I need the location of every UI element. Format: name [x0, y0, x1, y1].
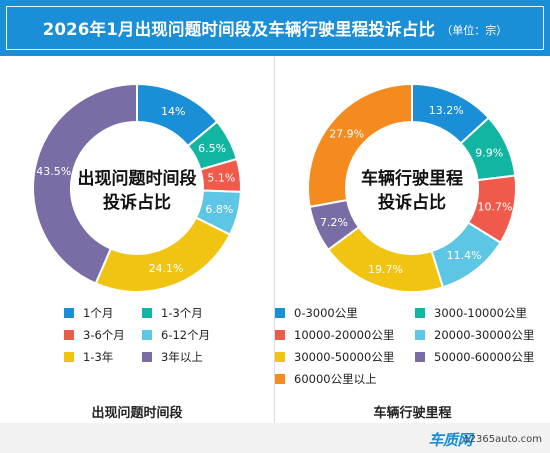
mileage-legend-swatch-6 — [275, 374, 285, 384]
mileage-legend-label-1: 3000-10000公里 — [434, 306, 527, 320]
chart-title: 2026年1月出现问题时间段及车辆行驶里程投诉占比 — [42, 20, 436, 39]
unit-label: （单位：宗） — [441, 23, 508, 37]
mileage-slice-label-4: 19.7% — [368, 263, 403, 276]
mileage-slice-6 — [307, 82, 413, 209]
site-logo: 车质网 — [428, 431, 472, 449]
mileage-legend-item-0: 0-3000公里 — [275, 305, 358, 321]
time-period-slice-label-0: 14% — [161, 105, 185, 118]
mileage-slice-label-2: 10.7% — [478, 200, 513, 213]
donut-chart-mileage: 13.2% 9.9% 10.7% 11.4% 19.7% 7.2% 27.9% 车辆行驶里程投… — [307, 82, 517, 293]
time-period-legend-swatch-1 — [142, 308, 152, 318]
time-period-legend-item-4: 1-3年 — [64, 349, 113, 365]
time-period-center-label-1: 投诉占比 — [103, 192, 171, 213]
mileage-legend-label-6: 60000公里以上 — [294, 372, 377, 386]
time-period-slice-label-2: 5.1% — [207, 172, 235, 185]
site-url: 12365auto.com — [463, 434, 542, 445]
mileage-legend-swatch-2 — [275, 330, 285, 340]
mileage-legend-swatch-5 — [415, 352, 425, 362]
mileage-slice-label-5: 7.2% — [320, 216, 348, 229]
mileage-legend-label-3: 20000-30000公里 — [434, 328, 535, 342]
mileage-legend-swatch-3 — [415, 330, 425, 340]
header-frame: 2026年1月出现问题时间段及车辆行驶里程投诉占比 （单位：宗） — [6, 6, 544, 50]
mileage-legend-swatch-4 — [275, 352, 285, 362]
time-period-legend-item-3: 6-12个月 — [142, 327, 210, 343]
panel-time-period: 14% 6.5% 5.1% 6.8% 24.1% 43.5% 出现问题时间段 投诉占比 1个月… — [0, 56, 275, 423]
mileage-legend-item-1: 3000-10000公里 — [415, 305, 527, 321]
mileage-legend-label-0: 0-3000公里 — [294, 306, 358, 320]
header-bar: 2026年1月出现问题时间段及车辆行驶里程投诉占比 （单位：宗） — [0, 0, 550, 56]
time-period-slice-label-4: 24.1% — [149, 262, 184, 275]
time-period-legend-label-5: 3年以上 — [161, 350, 203, 364]
time-period-legend-swatch-5 — [142, 352, 152, 362]
time-period-slice-5 — [32, 82, 138, 285]
time-period-legend-label-0: 1个月 — [83, 306, 114, 320]
time-period-legend-swatch-4 — [64, 352, 74, 362]
time-period-legend-item-1: 1-3个月 — [142, 305, 203, 321]
time-period-slice-label-3: 6.8% — [205, 203, 233, 216]
mileage-legend-swatch-1 — [415, 308, 425, 318]
caption-time-period: 出现问题时间段 — [91, 406, 183, 421]
mileage-legend-item-6: 60000公里以上 — [275, 371, 377, 387]
mileage-legend-item-3: 20000-30000公里 — [415, 327, 534, 343]
time-period-legend-item-5: 3年以上 — [142, 349, 203, 365]
mileage-slice-label-0: 13.2% — [429, 104, 464, 117]
footer-bar: 车质网 12365auto.com — [0, 423, 550, 453]
mileage-legend-item-4: 30000-50000公里 — [275, 349, 394, 365]
time-period-legend-swatch-3 — [142, 330, 152, 340]
mileage-slice-label-3: 11.4% — [447, 249, 482, 262]
time-period-slice-4 — [94, 216, 232, 293]
caption-mileage: 车辆行驶里程 — [373, 406, 452, 421]
time-period-legend-swatch-0 — [64, 308, 74, 318]
time-period-legend-label-1: 1-3个月 — [161, 306, 203, 320]
mileage-legend-label-2: 10000-20000公里 — [294, 328, 395, 342]
mileage-slice-label-1: 9.9% — [475, 147, 503, 160]
time-period-slice-label-5: 43.5% — [36, 165, 71, 178]
mileage-legend-label-5: 50000-60000公里 — [434, 350, 535, 364]
mileage-legend-label-4: 30000-50000公里 — [294, 350, 395, 364]
time-period-legend-label-4: 1-3年 — [83, 350, 114, 364]
time-period-legend-item-2: 3-6个月 — [64, 327, 125, 343]
mileage-legend-swatch-0 — [275, 308, 285, 318]
time-period-center-label-0: 出现问题时间段 — [78, 168, 197, 189]
mileage-center-label-1: 投诉占比 — [378, 192, 446, 213]
time-period-legend-label-3: 6-12个月 — [161, 328, 211, 342]
mileage-slice-label-6: 27.9% — [329, 128, 364, 141]
time-period-legend-swatch-2 — [64, 330, 74, 340]
panel-mileage: 13.2% 9.9% 10.7% 11.4% 19.7% 7.2% 27.9% 车辆行驶里程投… — [275, 56, 550, 423]
mileage-legend-item-2: 10000-20000公里 — [275, 327, 394, 343]
mileage-center-label-0: 车辆行驶里程 — [361, 168, 463, 189]
time-period-legend-label-2: 3-6个月 — [83, 328, 125, 342]
time-period-legend-item-0: 1个月 — [64, 305, 113, 321]
time-period-slice-label-1: 6.5% — [198, 142, 226, 155]
mileage-legend-item-5: 50000-60000公里 — [415, 349, 534, 365]
